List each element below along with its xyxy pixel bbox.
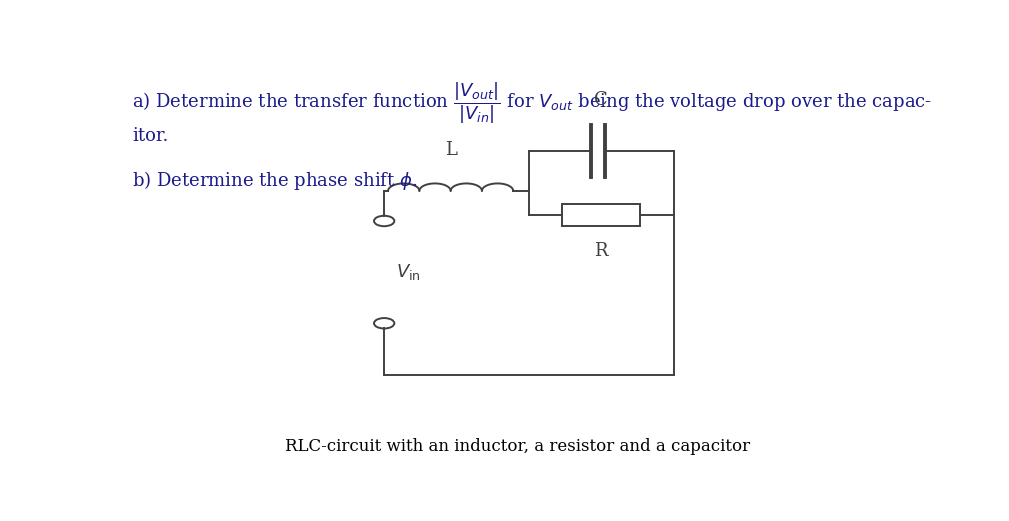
- Text: itor.: itor.: [132, 127, 169, 145]
- Text: L: L: [445, 141, 457, 159]
- Text: $V_\mathrm{in}$: $V_\mathrm{in}$: [396, 262, 421, 282]
- Text: b) Determine the phase shift $\phi$.: b) Determine the phase shift $\phi$.: [132, 169, 418, 192]
- Text: a) Determine the transfer function $\dfrac{|V_{out}|}{|V_{in}|}$ for $V_{out}$ b: a) Determine the transfer function $\dfr…: [132, 81, 932, 126]
- Text: C: C: [594, 91, 608, 109]
- Bar: [562, 204, 641, 226]
- Text: R: R: [594, 242, 608, 260]
- Text: RLC-circuit with an inductor, a resistor and a capacitor: RLC-circuit with an inductor, a resistor…: [285, 438, 750, 455]
